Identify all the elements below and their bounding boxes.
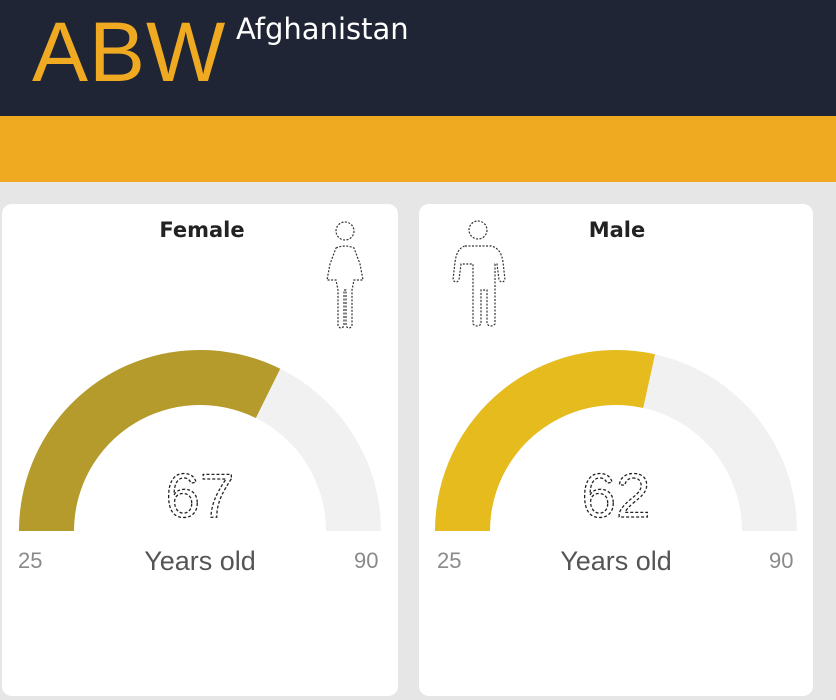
- header-bar: ABW Afghanistan: [0, 0, 836, 116]
- female-unit-label: Years old: [144, 546, 256, 576]
- male-card: Male 62 25 Years old 90: [419, 204, 813, 696]
- male-title: Male: [588, 218, 646, 242]
- male-min-label: 25: [437, 548, 462, 573]
- female-gauge: 67: [19, 349, 381, 532]
- male-gauge: 62: [435, 350, 797, 532]
- female-max-label: 90: [354, 548, 379, 573]
- male-value: 62: [582, 462, 651, 531]
- country-code: ABW: [32, 5, 227, 99]
- female-min-label: 25: [18, 548, 43, 573]
- accent-band: [0, 116, 836, 182]
- female-card: Female 67 25 Years old 90: [2, 204, 398, 696]
- female-value: 67: [166, 462, 235, 531]
- male-max-label: 90: [769, 548, 794, 573]
- male-gauge-fill: [435, 350, 656, 531]
- country-name: Afghanistan: [236, 12, 409, 46]
- male-unit-label: Years old: [560, 546, 672, 576]
- male-person-icon: [452, 220, 506, 327]
- female-person-icon: [326, 221, 364, 329]
- female-gauge-fill: [19, 349, 281, 531]
- female-title: Female: [159, 218, 245, 242]
